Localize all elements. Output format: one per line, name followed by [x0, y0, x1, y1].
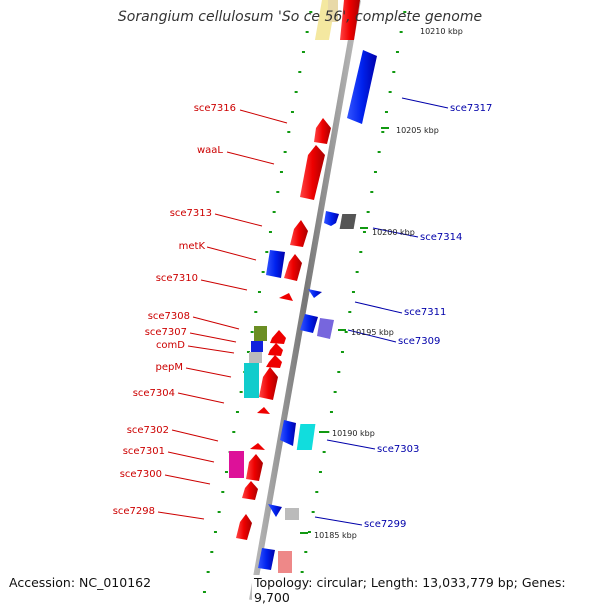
- gene-label-sce7316: sce7316: [194, 103, 236, 114]
- gene-label-sce7310: sce7310: [156, 273, 198, 284]
- gene-feature-olive: [254, 326, 267, 341]
- kbp-label: 10205 kbp: [396, 126, 439, 135]
- kbp-label: 10195 kbp: [351, 328, 394, 337]
- gene-feature: [317, 318, 334, 339]
- gene-feature: [266, 355, 282, 368]
- gene-label-sce7298: sce7298: [113, 506, 155, 517]
- gene-label-sce7313: sce7313: [170, 208, 212, 219]
- gene-label-sce7307: sce7307: [145, 327, 187, 338]
- gene-label-sce7299: sce7299: [364, 519, 406, 530]
- gene-feature: [284, 254, 302, 281]
- gene-label-sce7309: sce7309: [398, 336, 440, 347]
- gene-feature-silver: [285, 508, 299, 520]
- kbp-labels: 10210 kbp 10205 kbp 10200 kbp 10195 kbp …: [314, 27, 463, 540]
- gene-feature: [280, 420, 296, 446]
- gene-label-sce7301: sce7301: [123, 446, 165, 457]
- gene-feature: [279, 293, 293, 301]
- gene-label-sce7303: sce7303: [377, 444, 419, 455]
- map-title: Sorangium cellulosum 'So ce 56', complet…: [117, 9, 483, 25]
- gene-feature: [270, 330, 286, 344]
- gene-label-metk: metK: [179, 241, 206, 252]
- topology-label: Topology: circular; Length: 13,033,779 b…: [252, 575, 600, 605]
- gene-feature: [300, 145, 325, 200]
- gene-label-sce7304: sce7304: [133, 388, 175, 399]
- kbp-label: 10185 kbp: [314, 531, 357, 540]
- gene-label-sce7302: sce7302: [127, 425, 169, 436]
- gene-feature: [347, 50, 377, 124]
- gene-feature: [257, 407, 270, 414]
- gene-label-waal: waaL: [197, 145, 223, 156]
- gene-feature: [246, 454, 263, 481]
- gene-feature: [266, 250, 285, 278]
- gene-feature-pink: [278, 551, 292, 573]
- gene-feature-blue: [251, 341, 263, 352]
- gene-feature: [250, 443, 265, 450]
- tick-rail-left: [202, 11, 313, 593]
- kbp-label: 10210 kbp: [420, 27, 463, 36]
- gene-feature: [259, 367, 278, 400]
- gene-feature: [236, 514, 252, 540]
- gene-label-pepm: pepM: [156, 362, 183, 373]
- gene-feature: [268, 343, 283, 356]
- gene-feature-cyan: [244, 363, 259, 398]
- genome-backbone: [249, 0, 361, 600]
- gene-feature-cyan: [296, 424, 316, 450]
- gene-feature: [268, 504, 282, 517]
- gene-feature: [314, 118, 331, 144]
- gene-feature: [258, 548, 275, 570]
- gene-feature: [308, 289, 322, 298]
- tick-rail-right: [296, 11, 407, 593]
- gene-feature: [300, 314, 318, 333]
- kbp-ticks: [300, 127, 389, 534]
- kbp-label: 10200 kbp: [372, 228, 415, 237]
- accession-label: Accession: NC_010162: [9, 575, 152, 590]
- gene-labels-right: sce7317 sce7314 sce7311 sce7309 sce7303 …: [364, 103, 492, 530]
- gene-feature-magenta: [229, 451, 244, 478]
- kbp-label: 10190 kbp: [332, 429, 375, 438]
- gene-feature: [290, 220, 308, 247]
- gene-label-sce7311: sce7311: [404, 307, 446, 318]
- gene-feature: [242, 481, 258, 500]
- gene-label-sce7317: sce7317: [450, 103, 492, 114]
- gene-label-comd: comD: [156, 340, 185, 351]
- gene-feature: [324, 211, 339, 226]
- gene-feature-pale: [328, 0, 338, 22]
- leader-lines: [157, 97, 449, 526]
- gene-label-sce7314: sce7314: [420, 232, 462, 243]
- gene-label-sce7308: sce7308: [148, 311, 190, 322]
- gene-feature: [340, 0, 360, 40]
- gene-feature-silver: [249, 352, 262, 363]
- gene-feature-gray: [339, 214, 357, 229]
- gene-label-sce7300: sce7300: [120, 469, 162, 480]
- gene-features: [229, 0, 377, 600]
- gene-labels-left: sce7316 waaL sce7313 metK sce7310 sce730…: [113, 103, 236, 517]
